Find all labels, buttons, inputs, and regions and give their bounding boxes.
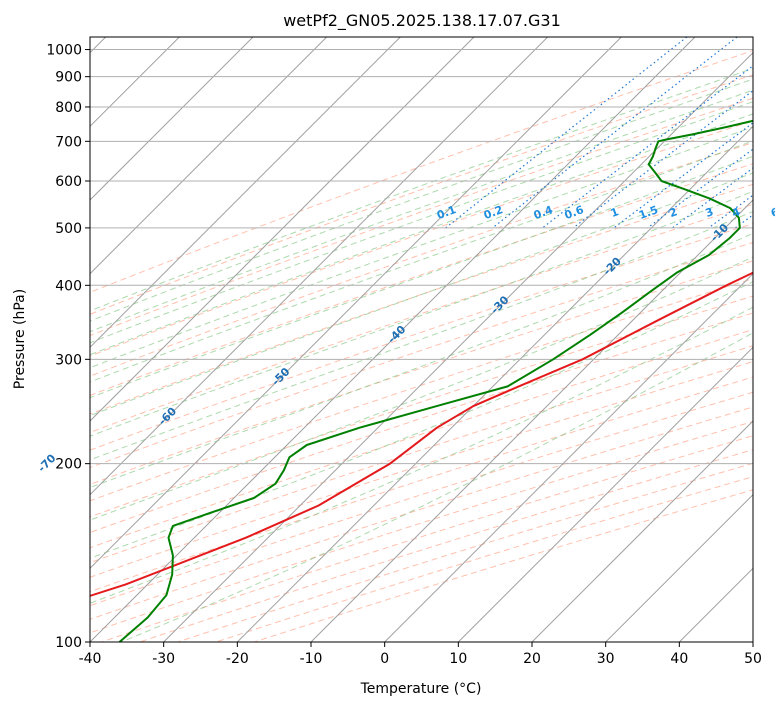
mixing-ratio-line [572,89,753,229]
x-tick-label: -10 [300,651,323,667]
x-tick-label: -30 [152,651,175,667]
y-tick-label: 900 [55,70,82,86]
moist-adiabat-line [90,101,753,344]
background-lines [90,37,753,642]
dry-adiabat-line [90,278,753,502]
mixing-ratio-label: 1 [609,205,621,220]
isotherm-line [90,37,401,349]
plot-frame [89,36,754,643]
dry-adiabat-line [90,183,753,415]
mixing-ratio-label: 0.1 [435,203,458,222]
moist-adiabat-line [90,155,753,399]
isotherm-line [90,37,254,201]
mixing-ratio-line [445,37,688,229]
mixing-ratio-line [672,167,753,229]
mixing-ratio-label: 4 [730,205,742,220]
x-axis-label: Temperature (°C) [360,681,482,697]
dry-adiabat-line [90,74,753,315]
y-tick-label: 1000 [46,43,82,59]
dry-adiabat-line [90,312,753,534]
y-tick-label: 300 [55,352,82,368]
isotherm-line [163,51,753,642]
isotherm-line [236,125,753,642]
moist-adiabat-line [90,306,753,604]
moist-adiabat-line [90,140,753,383]
isotherm-line [90,37,549,496]
mixing-ratio-line [492,37,738,229]
dry-adiabat-line [90,50,753,293]
mixing-ratio-line [647,148,753,229]
y-tick-label: 500 [55,221,82,237]
mixing-ratio-label: 3 [704,205,716,220]
y-tick-label: 100 [55,635,82,651]
pressure-gridlines [90,49,753,642]
isotherm-line [384,272,753,642]
chart-title: wetPf2_GN05.2025.138.17.07.G31 [283,11,561,31]
y-tick-label: 800 [55,100,82,116]
y-tick-label: 400 [55,278,82,294]
y-axis-label: Pressure (hPa) [12,289,28,389]
moist-adiabat-line [90,89,753,333]
dry-adiabat-line [90,361,753,578]
isotherm-line [531,420,753,642]
x-tick-label: 20 [523,651,541,667]
dry-adiabat-line [90,223,753,451]
dry-adiabat-line [90,142,753,377]
x-tick-label: 10 [449,651,467,667]
isotherm-line [90,37,622,570]
mixing-ratio-label: 6 [769,205,775,220]
isotherm-line [90,37,328,275]
dry-adiabat-line [90,163,753,396]
isotherm-line [605,493,753,642]
moist-adiabat-line [90,190,753,437]
moist-adiabat-line [90,113,753,356]
mixing-ratio-label: 0.2 [482,203,505,222]
y-tick-label: 600 [55,174,82,190]
moist-adiabat-line [90,67,753,312]
x-tick-label: -20 [226,651,249,667]
moist-adiabat-line [90,78,753,322]
x-tick-label: 50 [744,651,762,667]
mixing-ratio-label: 0.4 [532,203,555,222]
moist-adiabat-line [121,332,753,642]
dewpoint-profile-line [118,119,753,642]
x-tick-label: -40 [79,651,102,667]
isotherm-line [90,37,475,422]
sounding-series [90,119,753,642]
x-tick-label: 40 [670,651,688,667]
mixing-ratio-label: 2 [667,205,679,220]
dry-adiabat-line [90,391,753,607]
mixing-ratio-label: 1.5 [637,203,660,222]
isotherm-line [310,199,753,642]
x-tick-label: 30 [597,651,615,667]
dry-adiabat-line [90,329,753,549]
mixing-ratio-label: 0.6 [563,203,586,222]
moist-adiabat-line [90,172,753,417]
y-tick-label: 700 [55,134,82,150]
axis-ticks: -40 -30 -20 -10 0 10 20 30 40 50 1000 900 800 700 600 5… [46,43,762,667]
x-tick-label: 0 [380,651,389,667]
dry-adiabat-line [90,97,753,337]
y-tick-label: 200 [55,457,82,473]
isotherm-line [90,37,696,642]
temperature-profile-line [90,271,753,597]
isotherm-line [457,346,753,642]
